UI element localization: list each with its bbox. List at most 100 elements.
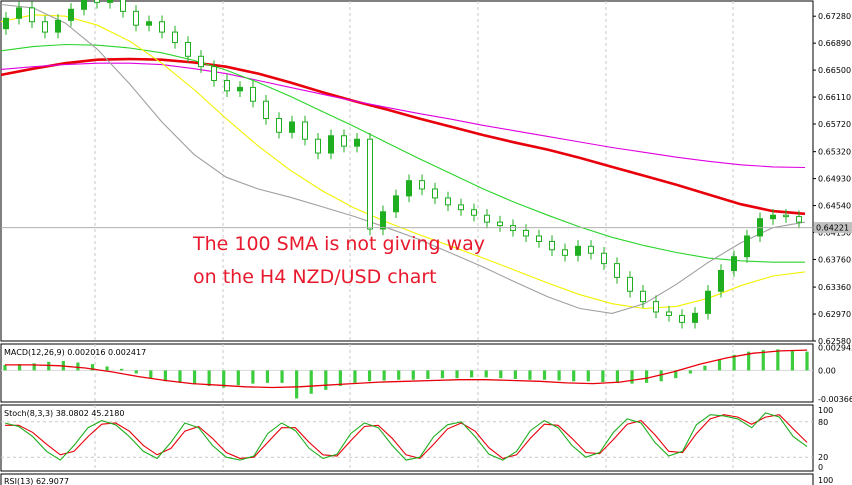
chart-annotation-line-1: The 100 SMA is not giving way — [192, 233, 485, 255]
macd-bar — [3, 364, 7, 371]
chart-annotation-line-2: on the H4 NZD/USD chart — [193, 266, 437, 288]
macd-bar — [572, 370, 576, 382]
candle-body — [81, 0, 87, 10]
macd-y-axis: 0.002942 0.00 -0.003666 — [818, 343, 852, 404]
macd-bar — [149, 370, 153, 379]
candle-body — [120, 0, 126, 12]
current-price-tag: 0.64221 — [814, 222, 852, 234]
candle-body — [146, 21, 152, 26]
candle-body — [614, 263, 620, 278]
macd-bar — [309, 370, 313, 394]
stoch-y-tick-label: 20 — [818, 453, 828, 462]
moving-average-line — [0, 14, 806, 310]
candle-body — [107, 0, 113, 3]
candle-body — [42, 21, 48, 33]
price-y-tick-label: 0.62970 — [818, 310, 851, 319]
macd-y-tick-label: 0.002942 — [818, 343, 852, 352]
candle-body — [445, 197, 451, 206]
price-panel-frame — [0, 0, 814, 342]
price-y-tick-label: 0.67280 — [818, 12, 851, 21]
moving-averages — [0, 3, 806, 314]
stoch-signal-line — [5, 414, 808, 460]
macd-bar — [732, 354, 736, 371]
stoch-main-line — [4, 412, 808, 461]
macd-bar — [776, 349, 780, 371]
candle-body — [3, 17, 9, 30]
moving-average-line — [0, 3, 806, 314]
candle-body — [354, 138, 360, 147]
macd-bar — [659, 370, 663, 382]
price-y-tick-label: 0.65320 — [818, 148, 851, 157]
macd-bar — [265, 370, 270, 383]
macd-bar — [76, 362, 80, 371]
macd-bar — [513, 370, 517, 379]
candle-body — [185, 41, 191, 57]
macd-bar — [178, 370, 182, 383]
macd-histogram — [3, 349, 809, 399]
macd-bar — [90, 364, 95, 371]
rsi-tick-100: 100 — [818, 476, 833, 485]
macd-bar — [688, 370, 692, 374]
candle-body — [29, 7, 35, 23]
price-y-tick-label: 0.65720 — [818, 120, 851, 129]
candle-body — [302, 121, 308, 140]
macd-bar — [470, 370, 474, 378]
price-y-tick-label: 0.62580 — [818, 337, 851, 346]
candle-body — [263, 100, 269, 119]
candle-body — [328, 135, 334, 154]
macd-bar — [222, 370, 226, 388]
macd-bar — [761, 350, 765, 371]
candle-body — [289, 121, 295, 133]
candle-body — [705, 290, 711, 314]
macd-bar — [105, 366, 109, 371]
price-y-tick-label: 0.63360 — [818, 283, 851, 292]
candle-body — [172, 31, 178, 43]
moving-average-line — [0, 43, 805, 263]
macd-bar — [251, 370, 255, 384]
macd-bar — [192, 370, 197, 385]
macd-bar — [674, 370, 678, 379]
candle-body — [250, 86, 256, 102]
candle-body — [315, 138, 321, 154]
macd-bar — [426, 370, 430, 379]
candle-body — [601, 252, 607, 265]
macd-bar — [747, 351, 751, 371]
candle-body — [198, 55, 204, 68]
candle-body — [211, 66, 217, 81]
macd-bar — [411, 370, 415, 380]
macd-y-tick-label: 0.00 — [818, 366, 836, 375]
macd-bar — [163, 370, 167, 382]
current-price-label: 0.64221 — [816, 224, 849, 233]
macd-bar — [630, 370, 634, 384]
candle-body — [94, 0, 100, 3]
macd-bar — [455, 370, 459, 379]
candle-body — [406, 180, 412, 197]
macd-signal-line — [5, 349, 808, 389]
macd-bar — [295, 370, 299, 399]
candle-body — [432, 188, 438, 199]
rsi-panel: RSI(13) 62.9077 100 — [0, 473, 833, 485]
candle-body — [68, 8, 74, 21]
candle-body — [575, 245, 581, 256]
candle-body — [367, 138, 373, 230]
price-y-tick-label: 0.66110 — [818, 93, 851, 102]
macd-bar — [805, 351, 809, 371]
candle-body — [159, 21, 165, 33]
stoch-y-tick-label: 0 — [818, 463, 823, 472]
candle-body — [393, 195, 399, 213]
stoch-y-tick-label: 100 — [818, 406, 833, 415]
macd-bar — [542, 370, 547, 380]
candle-body — [640, 290, 646, 303]
candle-body — [484, 214, 490, 223]
candle-body — [770, 214, 776, 220]
candle-body — [796, 216, 802, 223]
macd-bar — [353, 370, 357, 383]
candle-body — [731, 256, 737, 272]
candle-body — [679, 314, 685, 323]
candle-body — [783, 214, 789, 218]
candle-body — [549, 240, 555, 251]
candle-body — [276, 117, 282, 133]
candle-body — [562, 249, 568, 256]
current-price-tag-box — [814, 222, 852, 234]
